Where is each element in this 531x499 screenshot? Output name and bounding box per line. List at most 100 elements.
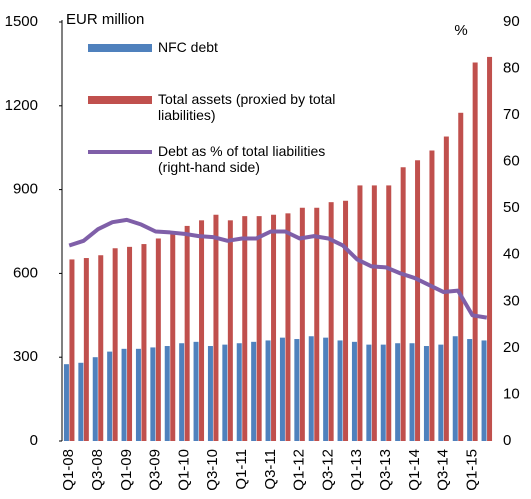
y-tick-label: 1200 (5, 97, 38, 114)
bar (78, 362, 84, 441)
bar (423, 346, 429, 441)
x-tick-label: Q3-12 (319, 449, 336, 491)
x-tick-label: Q1-09 (118, 449, 135, 491)
bar (429, 150, 435, 441)
y2-tick-label: 0 (503, 432, 511, 449)
y-tick-label: 300 (13, 348, 38, 365)
bar (472, 62, 478, 442)
x-tick-label: Q3-11 (262, 449, 279, 490)
bar (150, 347, 156, 441)
bar (170, 232, 176, 441)
bar (155, 238, 161, 441)
bar (299, 207, 305, 441)
bar (193, 341, 199, 441)
bar (308, 336, 314, 441)
y2-tick-label: 40 (503, 246, 520, 263)
bar (69, 259, 75, 441)
bar (328, 202, 334, 441)
bar (107, 351, 113, 441)
y2-tick-label: 90 (503, 13, 520, 30)
legend-swatch (88, 96, 152, 104)
bar (481, 340, 487, 441)
bar (179, 343, 185, 441)
y-axis-label: EUR million (66, 11, 144, 28)
bar (467, 339, 473, 441)
x-tick-label: Q3-08 (89, 449, 106, 491)
bar (323, 337, 329, 441)
x-tick-label: Q1-13 (348, 449, 365, 491)
legend-label: NFC debt (158, 39, 218, 55)
bar (337, 340, 343, 441)
y2-tick-label: 50 (503, 199, 520, 216)
bar (443, 136, 449, 441)
bar (380, 344, 386, 441)
bar (314, 207, 320, 441)
bar (386, 185, 392, 441)
y-tick-label: 600 (13, 264, 38, 281)
bar (409, 343, 415, 441)
line (68, 217, 488, 320)
bar (279, 337, 285, 441)
x-tick-label: Q3-09 (147, 449, 164, 491)
y2-tick-label: 20 (503, 339, 520, 356)
bar (112, 248, 118, 441)
bar (184, 225, 190, 441)
bar (135, 348, 141, 441)
x-tick-label: Q3-14 (435, 449, 452, 491)
x-tick-label: Q1-12 (291, 449, 308, 491)
bar (294, 339, 300, 441)
bar (83, 258, 89, 441)
bar (366, 344, 372, 441)
bar (452, 336, 458, 441)
bar (265, 340, 271, 441)
bar (199, 220, 205, 441)
bar (222, 344, 228, 441)
bar (256, 216, 262, 441)
bar (141, 244, 147, 441)
y2-tick-label: 80 (503, 60, 520, 77)
bar (400, 167, 406, 441)
bar (207, 346, 213, 441)
bar (343, 200, 349, 441)
bar (271, 214, 277, 441)
legend-swatch (88, 44, 152, 52)
bar (395, 343, 401, 441)
bar (63, 364, 69, 441)
bar (415, 160, 421, 441)
x-tick-label: Q1-10 (175, 449, 192, 491)
bar (487, 56, 493, 442)
x-tick-label: Q3-13 (377, 449, 394, 491)
bar (236, 343, 242, 441)
bar (92, 357, 98, 441)
x-tick-label: Q1-11 (233, 449, 250, 490)
legend-label: Debt as % of total liabilities (right-ha… (158, 143, 326, 175)
y-tick-label: 1500 (5, 13, 38, 30)
bar (438, 344, 444, 441)
x-tick-label: Q1-14 (406, 449, 423, 491)
x-tick-label: Q1-08 (60, 449, 77, 491)
bar (458, 112, 464, 442)
bar (371, 185, 377, 441)
y2-tick-label: 60 (503, 153, 520, 170)
y-tick-label: 900 (13, 181, 38, 198)
bar (351, 341, 357, 441)
bar (164, 346, 170, 441)
bar (121, 348, 127, 441)
y2-tick-label: 10 (503, 385, 520, 402)
bar (285, 213, 291, 441)
y2-tick-label: 70 (503, 106, 520, 123)
bar (242, 216, 248, 441)
y2-tick-label: 30 (503, 292, 520, 309)
bar (357, 185, 363, 441)
y-tick-label: 0 (30, 432, 38, 449)
x-tick-label: Q1-15 (463, 449, 480, 491)
bar (127, 246, 133, 441)
bar (227, 220, 233, 441)
x-tick-label: Q3-10 (204, 449, 221, 491)
y2-axis-label: % (454, 22, 467, 39)
bar (213, 214, 219, 441)
bar (251, 341, 257, 441)
bar (98, 255, 104, 441)
